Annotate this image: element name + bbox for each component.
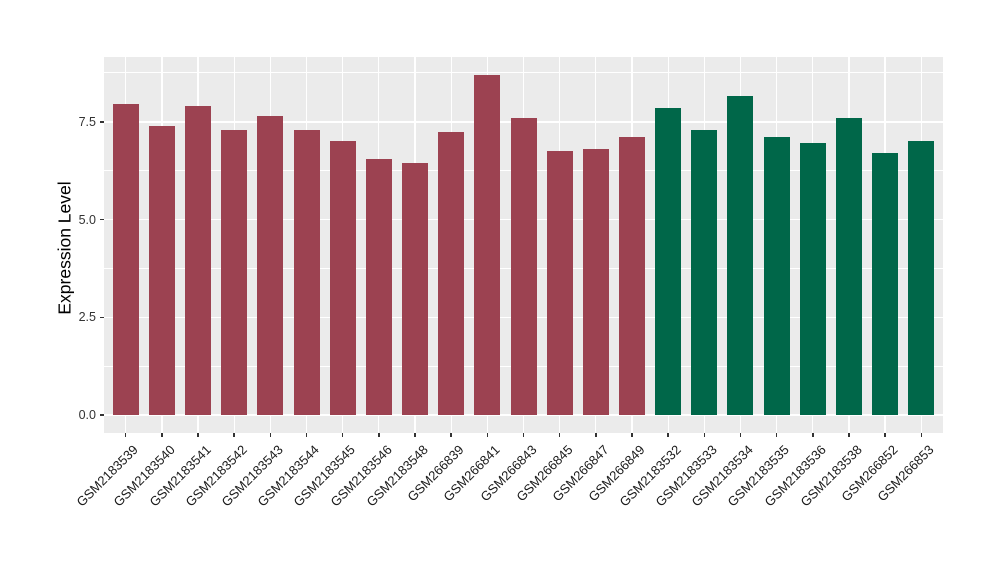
bar-GSM2183542 [221,129,248,415]
bar-GSM2183532 [655,108,682,415]
bar-GSM266839 [438,131,465,415]
x-tick-mark-GSM2183548 [414,433,416,437]
y-tick-mark-2.5 [100,316,104,318]
x-tick-mark-GSM266843 [522,433,525,437]
y-tick-label-7.5: 7.5 [78,114,96,129]
bar-GSM266845 [546,151,573,415]
x-tick-mark-GSM266852 [884,433,886,437]
x-tick-mark-GSM2183533 [703,433,706,437]
bar-GSM2183546 [365,158,392,415]
x-tick-mark-GSM2183536 [812,433,814,437]
y-tick-label-5.0: 5.0 [78,212,96,227]
bar-GSM266853 [908,141,935,415]
bar-GSM2183548 [402,162,428,415]
bar-GSM2183543 [257,115,284,415]
x-tick-mark-GSM2183538 [848,433,850,437]
y-tick-mark-0.0 [100,414,104,416]
x-tick-mark-GSM266839 [450,433,452,437]
bar-GSM2183535 [763,137,790,415]
bar-GSM2183538 [835,117,862,415]
x-tick-mark-GSM2183540 [161,433,163,437]
x-tick-mark-GSM2183543 [269,433,272,437]
bar-GSM266847 [582,149,609,415]
x-tick-mark-GSM2183541 [197,433,199,437]
bar-GSM266843 [510,117,537,415]
x-tick-mark-GSM2183545 [341,433,344,437]
x-tick-mark-GSM2183546 [378,433,380,437]
bar-GSM266849 [618,137,645,415]
y-axis-title: Expression Level [54,181,75,315]
x-tick-mark-GSM266845 [558,433,561,437]
x-tick-mark-GSM266849 [631,433,633,437]
y-tick-mark-5.0 [100,218,104,221]
y-tick-mark-7.5 [100,121,104,123]
x-tick-mark-GSM266853 [920,433,923,437]
y-tick-label-2.5: 2.5 [78,310,96,325]
bar-GSM2183545 [329,141,356,415]
x-tick-mark-GSM266841 [486,433,489,437]
bar-GSM2183534 [727,96,754,415]
x-tick-mark-GSM2183544 [305,433,308,437]
bar-GSM2183541 [185,106,212,415]
plot-panel [104,57,943,433]
x-tick-mark-GSM266847 [595,433,597,437]
x-tick-mark-GSM2183542 [233,433,235,437]
bar-GSM266852 [872,153,899,415]
x-tick-mark-GSM2183535 [775,433,778,437]
x-tick-mark-GSM2183534 [739,433,742,437]
bar-GSM266841 [474,74,501,415]
x-tick-mark-GSM2183532 [667,433,669,437]
bar-GSM2183540 [148,125,175,415]
bar-GSM2183539 [112,104,139,415]
bar-GSM2183544 [293,129,320,415]
bar-GSM2183533 [691,129,718,415]
x-tick-mark-GSM2183539 [124,433,127,437]
bar-GSM2183536 [799,143,826,415]
y-tick-label-0.0: 0.0 [78,408,96,422]
